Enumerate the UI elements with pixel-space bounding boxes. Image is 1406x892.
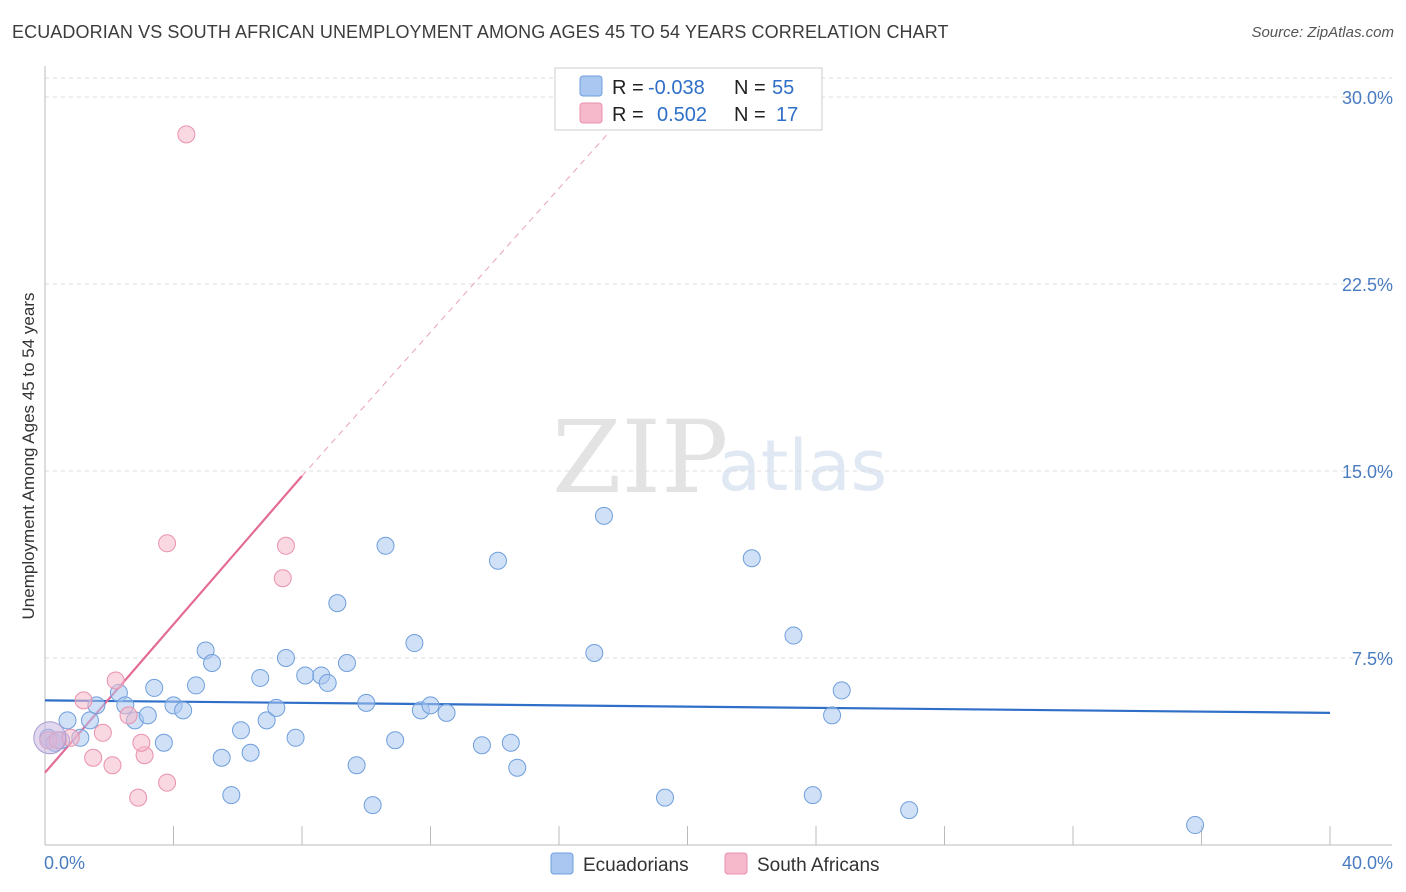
chart-title: ECUADORIAN VS SOUTH AFRICAN UNEMPLOYMENT… (12, 22, 949, 42)
y-tick-label: 7.5% (1352, 649, 1393, 669)
ecuadorian-point (286, 728, 305, 747)
ecuadorian-point (357, 693, 376, 712)
ecuadorian-point (231, 721, 250, 740)
legend-r-value-1: -0.038 (648, 77, 705, 99)
ecuadorian-point (363, 796, 382, 815)
ecuadorian-point (80, 711, 99, 730)
bottom-legend-label-ecuadorians: Ecuadorians (583, 855, 689, 876)
y-tick-label: 22.5% (1342, 275, 1393, 295)
correlation-legend: R = -0.038 N = 55 R = 0.502 N = 17 (554, 67, 823, 131)
ecuadorian-point (585, 644, 604, 663)
ecuadorian-point (437, 703, 456, 722)
axes (44, 66, 1392, 846)
south-african-point (103, 756, 122, 775)
south-african-point (273, 569, 292, 588)
ecuadorian-point (488, 551, 507, 570)
legend-swatch-south-africans (579, 102, 603, 124)
south-african-point (84, 748, 103, 767)
south-african-point (119, 706, 138, 725)
ecuadorian-point (174, 701, 193, 720)
ecuadorian-point (241, 743, 260, 762)
x-tick-label-max: 40.0% (1342, 853, 1393, 873)
ecuadorian-point (203, 653, 222, 672)
ecuadorian-point (222, 786, 241, 805)
south-african-point (158, 773, 177, 792)
ecuadorian-point (318, 673, 337, 692)
ecuadorian-point (328, 594, 347, 613)
south-african-point (106, 671, 125, 690)
ecuadorian-point (267, 698, 286, 717)
legend-r-label-1: R = (612, 77, 644, 99)
ecuadorian-point (251, 668, 270, 687)
ecuadorian-point (508, 758, 527, 777)
ecuadorian-point (803, 786, 822, 805)
source-label: Source: ZipAtlas.com (1251, 24, 1394, 41)
legend-r-label-2: R = (612, 104, 644, 126)
ecuadorian-point (347, 756, 366, 775)
ecuadorian-point (594, 506, 613, 525)
bottom-legend: Ecuadorians South Africans (550, 852, 880, 876)
trend-line-ecuadorians (44, 699, 1331, 714)
south-african-point (276, 536, 295, 555)
ecuadorian-point (138, 706, 157, 725)
ecuadorian-point (472, 736, 491, 755)
y-axis-title: Unemployment Among Ages 45 to 54 years (19, 293, 38, 620)
south-african-point (74, 691, 93, 710)
legend-n-value-1: 55 (772, 77, 794, 99)
ecuadorian-point (212, 748, 231, 767)
ecuadorian-point (58, 711, 77, 730)
grid-lines (45, 77, 1392, 659)
data-points (33, 125, 1205, 835)
ecuadorian-point (405, 634, 424, 653)
y-tick-label: 15.0% (1342, 462, 1393, 482)
ecuadorian-point (337, 653, 356, 672)
watermark-zip: ZIP (552, 399, 728, 516)
legend-r-value-2: 0.502 (657, 104, 707, 126)
ecuadorian-point (501, 733, 520, 752)
ecuadorian-point (296, 666, 315, 685)
legend-n-label-2: N = (734, 104, 766, 126)
y-tick-label: 30.0% (1342, 88, 1393, 108)
ecuadorian-point (742, 549, 761, 568)
x-tick-label-min: 0.0% (44, 853, 85, 873)
south-african-point (93, 723, 112, 742)
south-african-point (132, 733, 151, 752)
ecuadorian-point (386, 731, 405, 750)
south-african-point (158, 534, 177, 553)
watermark-atlas: atlas (718, 425, 887, 507)
ecuadorian-point (421, 696, 440, 715)
bottom-legend-swatch-ecuadorians (550, 852, 574, 875)
south-african-point (129, 788, 148, 807)
ecuadorian-point (376, 536, 395, 555)
ecuadorian-point (257, 711, 276, 730)
bottom-legend-label-south-africans: South Africans (757, 855, 880, 876)
x-tick-labels: 0.0% 40.0% (44, 853, 1393, 873)
ecuadorian-point (656, 788, 675, 807)
ecuadorian-point (1186, 816, 1205, 835)
ecuadorian-point (186, 676, 205, 695)
legend-swatch-ecuadorians (579, 75, 603, 97)
ecuadorian-point (154, 733, 173, 752)
origin-cluster-point (33, 721, 67, 755)
south-african-point (177, 125, 196, 144)
legend-n-value-2: 17 (776, 104, 798, 126)
bottom-legend-swatch-south-africans (724, 852, 748, 875)
ecuadorian-point (784, 626, 803, 645)
ecuadorian-point (823, 706, 842, 725)
ecuadorian-point (145, 678, 164, 697)
ecuadorian-point (276, 649, 295, 667)
ecuadorian-point (832, 681, 851, 700)
legend-n-label-1: N = (734, 77, 766, 99)
ecuadorian-point (900, 801, 919, 820)
y-tick-labels: 7.5% 15.0% 22.5% 30.0% (1342, 88, 1393, 669)
